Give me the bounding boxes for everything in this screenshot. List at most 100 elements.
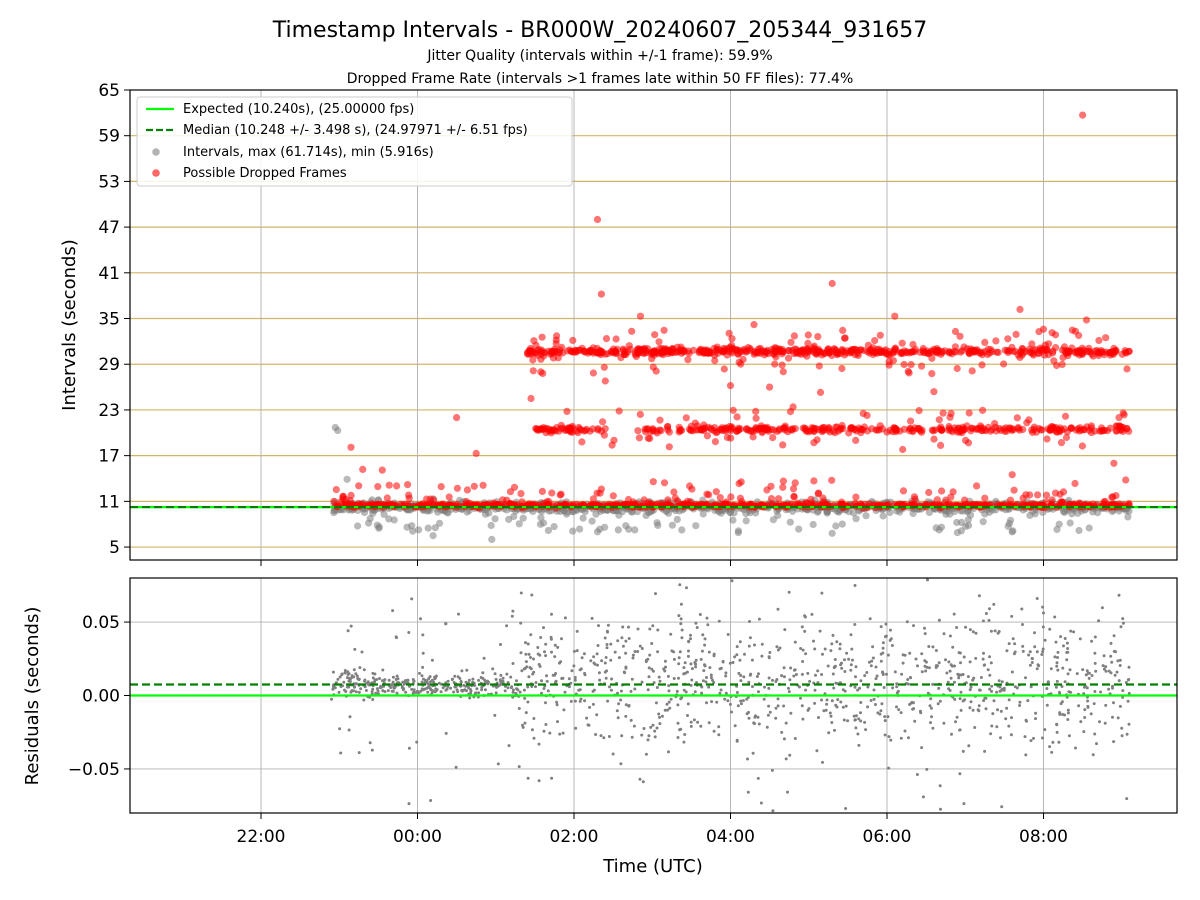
dropped-point — [538, 333, 546, 341]
residual-point — [373, 672, 377, 676]
residual-point — [820, 591, 824, 595]
residual-point — [757, 690, 760, 694]
residual-point — [914, 657, 918, 661]
interval-point — [366, 514, 374, 523]
residual-point — [624, 703, 628, 707]
dropped-point — [857, 425, 865, 433]
interval-point — [1026, 511, 1034, 519]
x-tick-label: 04:00 — [706, 827, 755, 847]
residual-point — [953, 664, 956, 668]
interval-point — [752, 509, 760, 517]
residual-point — [494, 691, 498, 695]
residual-point — [1083, 716, 1087, 719]
dropped-point — [752, 414, 760, 422]
residual-point — [884, 622, 888, 626]
residual-point — [527, 675, 531, 679]
chart-subtitle-dropped: Dropped Frame Rate (intervals >1 frames … — [347, 71, 854, 87]
residual-point — [346, 629, 350, 633]
residual-point — [615, 709, 619, 713]
residual-point — [726, 633, 730, 636]
dropped-point — [1043, 435, 1051, 443]
residual-point — [699, 724, 703, 728]
residual-point — [1078, 637, 1082, 641]
dropped-point — [1087, 422, 1095, 430]
dropped-point — [543, 498, 551, 506]
residual-point — [530, 685, 534, 688]
dropped-point — [671, 494, 679, 502]
residual-point — [942, 632, 946, 636]
residual-point — [801, 660, 805, 663]
dropped-point — [378, 466, 386, 474]
residual-point — [884, 634, 888, 638]
interval-point — [592, 510, 600, 518]
residual-point — [856, 732, 860, 736]
residual-point — [563, 690, 567, 694]
dropped-point — [784, 354, 793, 362]
dropped-point — [635, 434, 644, 442]
residual-point — [592, 655, 596, 659]
dropped-point — [712, 488, 720, 496]
interval-point — [654, 521, 662, 530]
residual-point — [711, 678, 714, 682]
residual-point — [383, 678, 387, 682]
residual-point — [833, 728, 836, 732]
residual-point — [939, 807, 942, 811]
dropped-point — [851, 425, 859, 433]
residual-point — [806, 708, 810, 712]
residual-point — [1066, 708, 1070, 712]
residual-point — [974, 631, 978, 635]
residual-point — [373, 680, 377, 684]
interval-point — [1004, 522, 1012, 530]
residual-point — [603, 661, 607, 665]
residual-point — [1059, 635, 1063, 639]
residual-point — [701, 679, 705, 683]
residual-point — [738, 640, 742, 644]
dropped-point — [960, 343, 968, 351]
residual-point — [906, 678, 910, 681]
residual-point — [354, 682, 358, 686]
dropped-point — [1058, 498, 1066, 506]
residual-point — [977, 594, 981, 598]
dropped-point — [967, 427, 975, 435]
dropped-point — [814, 333, 822, 341]
residual-point — [1030, 661, 1034, 664]
residual-point — [739, 679, 743, 683]
residual-point — [834, 681, 838, 685]
residual-point — [847, 657, 851, 661]
residual-point — [756, 776, 760, 780]
legend-median-label: Median (10.248 +/- 3.498 s), (24.97971 +… — [183, 123, 528, 138]
residual-point — [1090, 639, 1094, 643]
residual-point — [647, 666, 651, 670]
interval-point — [385, 515, 393, 523]
residual-point — [1125, 797, 1129, 801]
x-tick-label: 08:00 — [1019, 827, 1068, 847]
residual-point — [370, 748, 374, 752]
dropped-point — [1012, 330, 1020, 338]
residual-point — [897, 708, 901, 712]
y-tick-label: 53 — [98, 172, 120, 192]
residual-point — [346, 685, 349, 689]
dropped-point — [365, 502, 373, 510]
residual-point — [1115, 670, 1119, 674]
residual-point — [520, 669, 524, 673]
residual-point — [599, 734, 603, 738]
dropped-point — [754, 345, 763, 353]
residual-point — [343, 688, 346, 692]
residual-point — [640, 647, 644, 650]
residual-point — [657, 675, 661, 679]
dropped-point — [644, 499, 652, 507]
residual-point — [760, 654, 764, 658]
x-tick-label: 22:00 — [237, 827, 286, 847]
residual-point — [1127, 722, 1131, 726]
residual-point — [871, 656, 875, 660]
dropped-point — [950, 347, 959, 355]
dropped-point — [1123, 365, 1131, 373]
dropped-point — [1060, 425, 1068, 433]
residual-point — [663, 659, 667, 663]
residual-point — [810, 612, 814, 616]
residual-point — [1116, 716, 1120, 720]
residual-point — [883, 733, 887, 737]
interval-point — [375, 524, 383, 532]
residual-point — [903, 729, 907, 733]
legend-intervals-label: Intervals, max (61.714s), min (5.916s) — [183, 145, 434, 160]
